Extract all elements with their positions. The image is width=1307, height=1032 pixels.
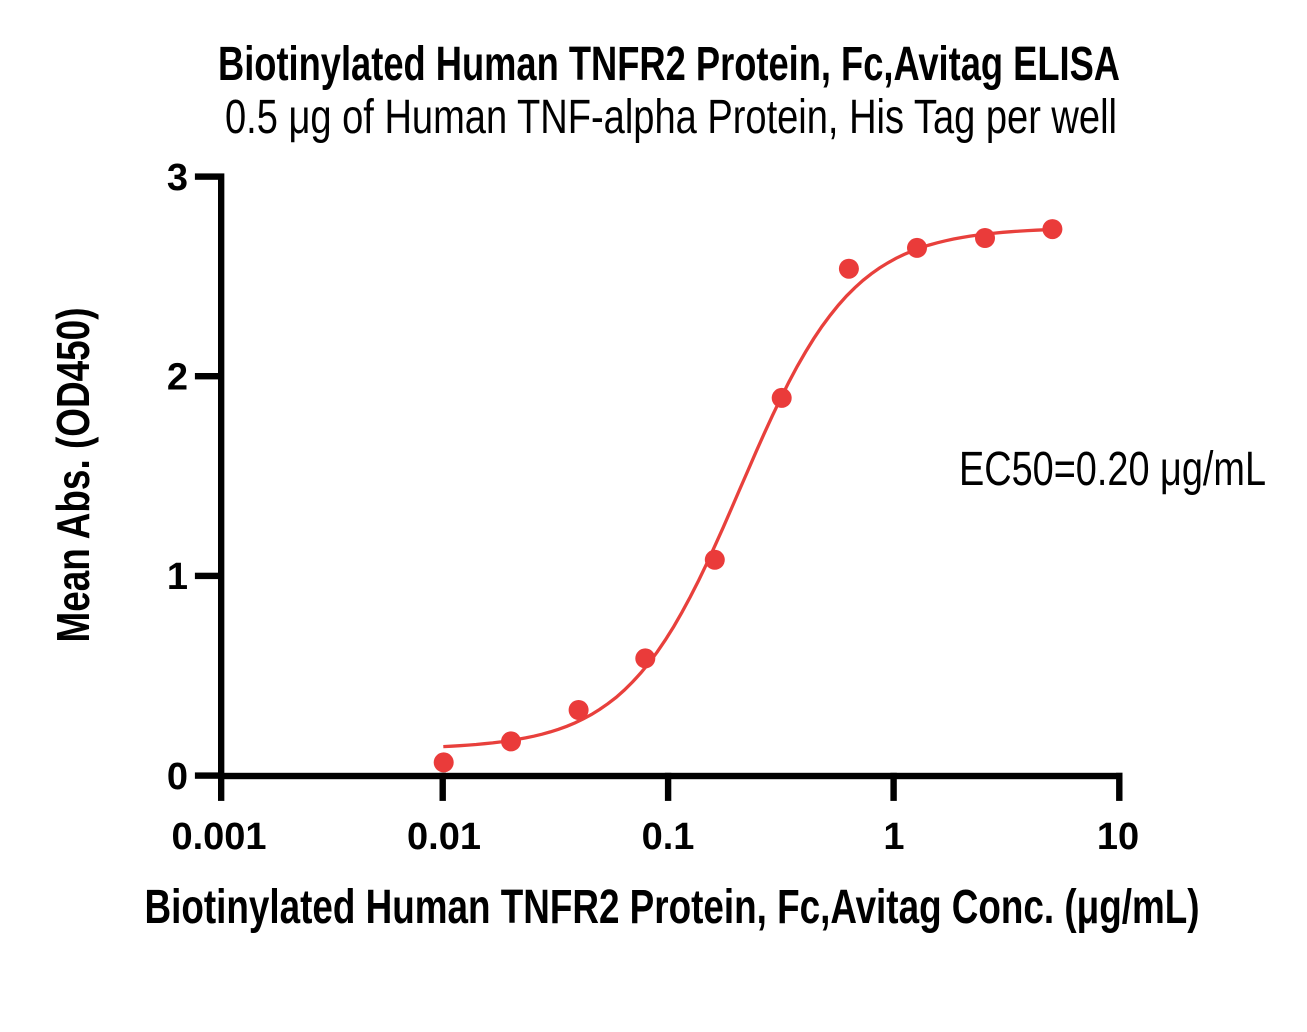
svg-text:1: 1	[883, 816, 904, 858]
svg-text:0.1: 0.1	[642, 816, 695, 858]
svg-text:3: 3	[167, 157, 188, 199]
svg-text:0.5 μg of Human TNF-alpha Prot: 0.5 μg of Human TNF-alpha Protein, His T…	[225, 91, 1117, 144]
svg-text:0.001: 0.001	[171, 816, 266, 858]
svg-text:0.01: 0.01	[407, 816, 481, 858]
svg-text:Biotinylated Human TNFR2 Prote: Biotinylated Human TNFR2 Protein, Fc,Avi…	[145, 881, 1200, 934]
svg-text:Mean Abs. (OD450): Mean Abs. (OD450)	[47, 308, 99, 643]
svg-text:EC50=0.20 μg/mL: EC50=0.20 μg/mL	[959, 443, 1266, 496]
svg-text:1: 1	[167, 556, 188, 598]
svg-text:Biotinylated Human TNFR2 Prote: Biotinylated Human TNFR2 Protein, Fc,Avi…	[218, 38, 1120, 91]
svg-text:10: 10	[1097, 816, 1139, 858]
svg-text:2: 2	[167, 356, 188, 398]
svg-text:0: 0	[167, 756, 188, 798]
